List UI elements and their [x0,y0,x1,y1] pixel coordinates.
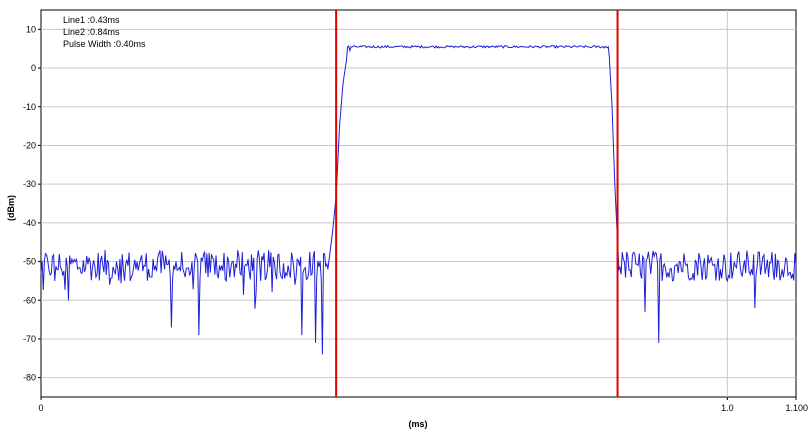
y-tick-label: -80 [23,373,36,383]
y-tick-label: -30 [23,179,36,189]
series-layer [40,44,797,355]
x-tick-label: 0 [38,403,43,413]
series-line [40,44,797,355]
grid-layer [41,10,796,397]
plot-area [40,9,797,398]
y-tick-label: 0 [31,63,36,73]
annotation-text: Line1 :0.43ms [63,15,120,25]
x-axis-label: (ms) [408,419,427,429]
tick-layer: 10 0 -10 -20 -30 -40 -50 -60 -70 -80 0 1.0 1.100 [23,24,808,413]
annotation-text: Line2 :0.84ms [63,27,120,37]
y-tick-label: -60 [23,295,36,305]
y-tick-label: 10 [26,24,36,34]
marker-layer [335,10,619,397]
y-tick-label: -40 [23,218,36,228]
annotation-layer: Line1 :0.43ms Line2 :0.84ms Pulse Width :0… [63,15,146,49]
y-tick-label: -50 [23,257,36,267]
x-tick-label: 1.0 [721,403,734,413]
y-tick-label: -70 [23,334,36,344]
y-axis-label: (dBm) [6,195,16,221]
x-tick-label: 1.100 [785,403,808,413]
annotation-text: Pulse Width :0.40ms [63,39,146,49]
y-tick-label: -10 [23,102,36,112]
y-tick-label: -20 [23,140,36,150]
